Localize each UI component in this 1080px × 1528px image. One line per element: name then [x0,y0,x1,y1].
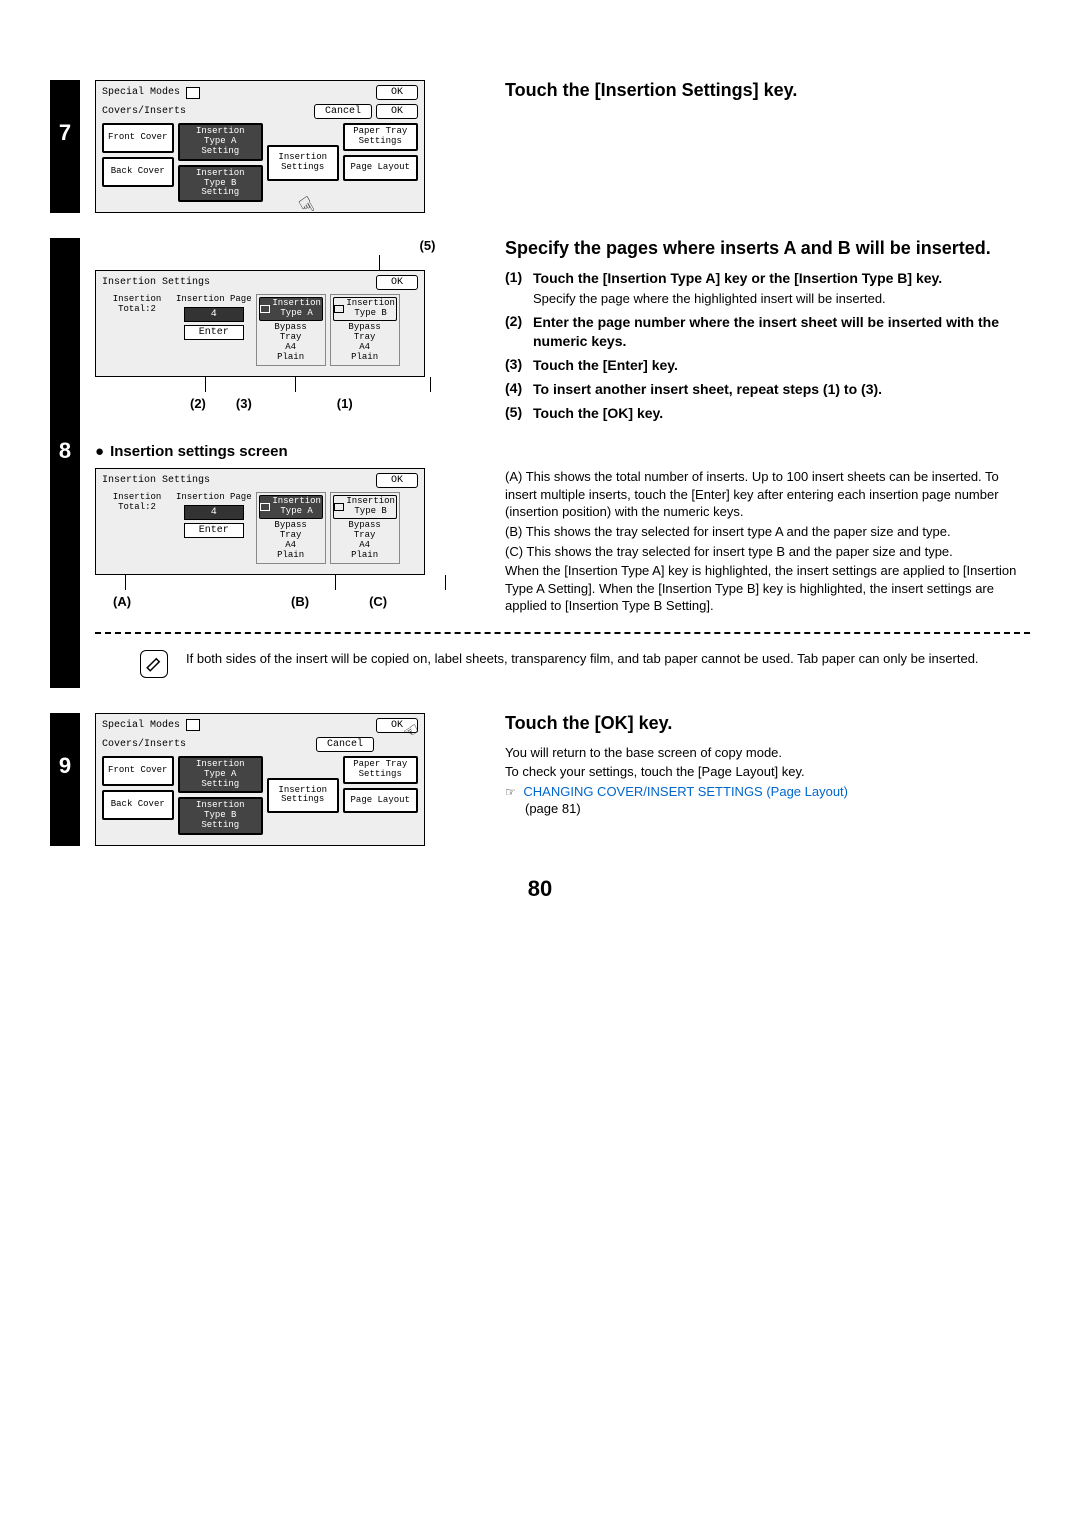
cancel-button[interactable]: Cancel [316,737,374,752]
lcd-panel-step9: Special Modes OK Covers/Inserts Cancel F… [95,713,425,846]
step-number-col: 7 [50,80,80,213]
ok-button[interactable]: OK [376,473,418,488]
step-number: 8 [59,438,71,464]
cancel-button[interactable]: Cancel [314,104,372,119]
insertion-settings-button[interactable]: Insertion Settings [267,145,339,181]
tab-icon [186,719,200,731]
type-b-box[interactable]: Insertion Type B Bypass Tray A4 Plain [330,294,400,365]
enter-button[interactable]: Enter [184,325,244,340]
ok-button[interactable]: OK [376,85,418,100]
page-value[interactable]: 4 [184,307,244,322]
ok-button[interactable]: OK [376,275,418,290]
explanation-block: (A) This shows the total number of inser… [505,468,1030,614]
type-b-box[interactable]: Insertion Type B Bypass Tray A4 Plain [330,492,400,563]
step-number: 7 [59,120,71,146]
lcd-title: Special Modes [102,87,180,98]
type-b-button[interactable]: Insertion Type B Setting [178,797,263,835]
page-number: 80 [50,876,1030,902]
insertion-page-label: Insertion Page [176,492,252,502]
paper-tray-button[interactable]: Paper Tray Settings [343,123,419,151]
lcd-panel-insertion-1: Insertion Settings OK Insertion Total:2 … [95,270,425,376]
lcd-panel-step7: Special Modes OK Covers/Inserts Cancel O… [95,80,425,213]
callout-1: (1) [337,396,353,411]
back-cover-button[interactable]: Back Cover [102,157,174,187]
step-number-col: 8 [50,238,80,687]
page-ref: (page 81) [525,800,1030,818]
insertion-page-label: Insertion Page [176,294,252,304]
step-8: 8 (5) Insertion Settings OK Insertion To… [50,238,1030,687]
step-number: 9 [59,753,71,779]
step-7: 7 Special Modes OK Covers/Inserts Cancel… [50,80,1030,213]
note-row: If both sides of the insert will be copi… [95,646,1030,688]
lcd-panel-insertion-2: Insertion Settings OK Insertion Total:2 … [95,468,425,574]
insertion-total: Insertion Total:2 [102,294,172,314]
lcd-title: Insertion Settings [102,475,210,486]
insertion-settings-button[interactable]: Insertion Settings [267,778,339,814]
type-a-box[interactable]: Insertion Type A Bypass Tray A4 Plain [256,492,326,563]
step-9: 9 Special Modes OK Covers/Inserts Cancel [50,713,1030,846]
callout-B: (B) [291,594,309,609]
line-1: You will return to the base screen of co… [505,744,1030,762]
insertion-total: Insertion Total:2 [102,492,172,512]
type-a-button[interactable]: Insertion Type A Setting [178,756,263,794]
reference-icon: ☞ [505,784,516,800]
lcd-title: Insertion Settings [102,277,210,288]
callout-3: (3) [236,396,252,411]
separator [95,632,1030,634]
lcd-subtitle: Covers/Inserts [102,739,186,750]
paper-tray-button[interactable]: Paper Tray Settings [343,756,419,784]
note-pencil-icon [140,650,168,678]
subheading: Insertion settings screen [95,443,1030,460]
type-a-button[interactable]: Insertion Type A Setting [178,123,263,161]
instruction-list: (1) Touch the [Insertion Type A] key or … [505,269,1030,422]
tab-icon [186,87,200,99]
step-title: Specify the pages where inserts A and B … [505,238,1030,259]
step-title: Touch the [OK] key. [505,713,1030,734]
callout-C: (C) [369,594,387,609]
step-number-col: 9 [50,713,80,846]
back-cover-button[interactable]: Back Cover [102,790,174,820]
cross-reference-link[interactable]: CHANGING COVER/INSERT SETTINGS (Page Lay… [523,784,848,799]
page-value[interactable]: 4 [184,505,244,520]
callout-A: (A) [113,594,131,609]
step-title: Touch the [Insertion Settings] key. [505,80,1030,101]
front-cover-button[interactable]: Front Cover [102,756,174,786]
page-layout-button[interactable]: Page Layout [343,788,419,814]
enter-button[interactable]: Enter [184,523,244,538]
ok-button-2[interactable]: OK [376,104,418,119]
line-2: To check your settings, touch the [Page … [505,763,1030,781]
type-b-button[interactable]: Insertion Type B Setting [178,165,263,203]
lcd-subtitle: Covers/Inserts [102,106,186,117]
callout-5: (5) [365,238,490,253]
page-layout-button[interactable]: Page Layout [343,155,419,181]
front-cover-button[interactable]: Front Cover [102,123,174,153]
type-a-box[interactable]: Insertion Type A Bypass Tray A4 Plain [256,294,326,365]
lcd-title: Special Modes [102,720,180,731]
callout-2: (2) [190,396,206,411]
